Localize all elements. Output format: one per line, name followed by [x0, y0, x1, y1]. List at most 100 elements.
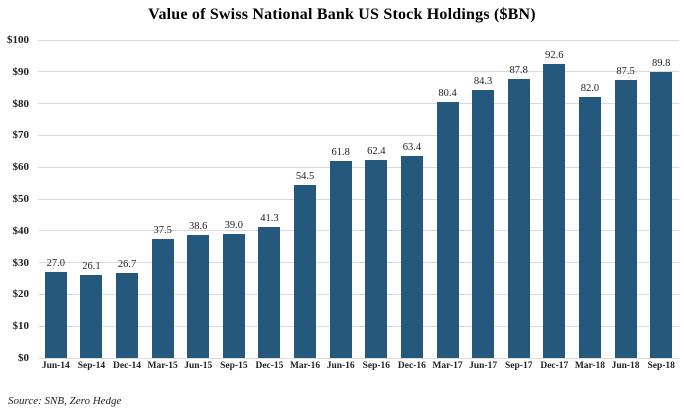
bar: [187, 235, 210, 358]
bar-column: 26.1: [74, 40, 110, 358]
x-axis-tick-label: Sep-17: [505, 361, 533, 371]
bar-column: 26.7: [109, 40, 145, 358]
x-axis-tick-label: Dec-15: [255, 361, 284, 371]
gridline: [38, 262, 679, 264]
gridline: [38, 71, 679, 73]
bar-value-label: 63.4: [402, 142, 422, 154]
y-axis-tick-label: $30: [12, 256, 30, 269]
bar: [578, 97, 601, 358]
bar-column: 62.4: [358, 40, 394, 358]
bar-value-label: 38.6: [189, 221, 208, 233]
x-axis-tick-label: Sep-18: [647, 361, 675, 371]
bar-value-label: 92.6: [545, 49, 564, 61]
gridline: [38, 198, 679, 200]
gridline: [38, 357, 679, 359]
bar-value-label: 54.5: [295, 170, 315, 182]
bar-column: 61.8: [323, 40, 359, 358]
bar: [294, 184, 317, 358]
y-axis-tick-label: $90: [12, 65, 30, 78]
x-axis-tick-label: Mar-18: [574, 361, 606, 371]
bar: [151, 238, 174, 358]
bar-column: 82.0: [572, 40, 608, 358]
x-axis-tick-label: Mar-16: [289, 361, 321, 371]
y-axis-tick-label: $80: [12, 97, 30, 110]
bar-value-label: 62.4: [367, 145, 386, 157]
bar-column: 63.4: [394, 40, 430, 358]
gridline: [38, 230, 679, 232]
bar: [329, 161, 352, 358]
bar-column: 27.0: [38, 40, 74, 358]
gridline: [38, 134, 679, 136]
bar: [400, 156, 423, 358]
y-axis-tick-label: $40: [12, 224, 30, 237]
bar: [258, 226, 281, 358]
bar-column: 87.8: [501, 40, 537, 358]
y-axis-tick-label: $10: [12, 320, 30, 333]
bar-column: 39.0: [216, 40, 252, 358]
y-axis-tick-label: $60: [12, 161, 30, 174]
bar-value-label: 37.5: [153, 224, 172, 236]
bar-column: 54.5: [287, 40, 323, 358]
gridline: [38, 293, 679, 295]
bar: [44, 272, 67, 358]
chart-title: Value of Swiss National Bank US Stock Ho…: [148, 6, 536, 23]
bar: [507, 78, 530, 358]
bar-column: 87.5: [608, 40, 644, 358]
bar: [650, 72, 673, 358]
x-axis-tick-label: Jun-14: [41, 361, 70, 371]
bar: [80, 275, 103, 358]
x-axis-tick-label: Sep-14: [77, 361, 106, 371]
gridline: [38, 166, 679, 168]
bar: [116, 273, 139, 358]
gridline: [38, 325, 679, 327]
bar-value-label: 87.5: [616, 65, 635, 77]
gridline: [38, 103, 679, 105]
x-axis-tick-label: Jun-17: [469, 361, 498, 371]
y-axis-tick-label: $100: [7, 34, 29, 46]
x-axis-tick-label: Mar-17: [432, 361, 463, 371]
bar: [222, 233, 245, 358]
bar: [472, 89, 495, 358]
bar-column: 41.3: [252, 40, 288, 358]
bar-column: 84.3: [465, 40, 501, 358]
bar: [614, 79, 637, 358]
x-axis-tick-label: Sep-16: [362, 361, 391, 371]
x-axis: Jun-14 Sep-14 Dec-14 Mar-15 Jun-15 Sep-15 Dec-…: [38, 361, 679, 371]
bar-column: 38.6: [180, 40, 216, 358]
bar-column: 80.4: [430, 40, 466, 358]
bar-value-label: 82.0: [580, 83, 600, 95]
x-axis-tick-label: Sep-15: [220, 361, 248, 371]
bar: [436, 102, 459, 358]
bar-column: 92.6: [537, 40, 573, 358]
bar-value-label: 41.3: [260, 212, 279, 224]
gridline: [38, 39, 679, 41]
y-axis-tick-label: $50: [12, 193, 30, 205]
bar-value-label: 27.0: [46, 258, 65, 270]
bar-value-label: 80.4: [438, 88, 457, 100]
x-axis-tick-label: Jun-18: [611, 361, 640, 371]
source-note: Source: SNB, Zero Hedge: [8, 395, 122, 407]
x-axis-tick-label: Dec-14: [113, 361, 141, 371]
x-axis-tick-label: Dec-16: [397, 361, 426, 371]
y-axis-tick-label: $0: [18, 352, 29, 364]
x-axis-tick-label: Dec-17: [540, 361, 569, 371]
bar-column: 89.8: [643, 40, 679, 358]
bar-value-label: 87.8: [509, 64, 528, 76]
bar-value-label: 84.3: [473, 75, 493, 87]
y-axis-tick-label: $70: [12, 129, 30, 142]
y-axis-tick-label: $20: [12, 288, 30, 301]
bar-value-label: 26.1: [82, 261, 101, 273]
bar-value-label: 89.8: [651, 58, 671, 70]
x-axis-tick-label: Jun-16: [326, 361, 355, 371]
x-axis-tick-label: Jun-15: [184, 361, 213, 371]
bar-column: 37.5: [145, 40, 181, 358]
bar: [543, 63, 566, 358]
plot-area: 27.0 26.1 26.7 37.5 38.6 39.0 41.3 54.5 61.8 62.4…: [38, 39, 679, 359]
bars: 27.0 26.1 26.7 37.5 38.6 39.0 41.3 54.5 61.8 62.4…: [38, 40, 679, 358]
bar-value-label: 39.0: [224, 219, 244, 231]
x-axis-tick-label: Mar-15: [147, 361, 178, 371]
bar-value-label: 26.7: [117, 259, 137, 271]
y-axis: $0 $10 $20 $30 $40 $50 $60 $70 $80 $90 $100: [0, 34, 33, 364]
bar: [365, 159, 388, 358]
